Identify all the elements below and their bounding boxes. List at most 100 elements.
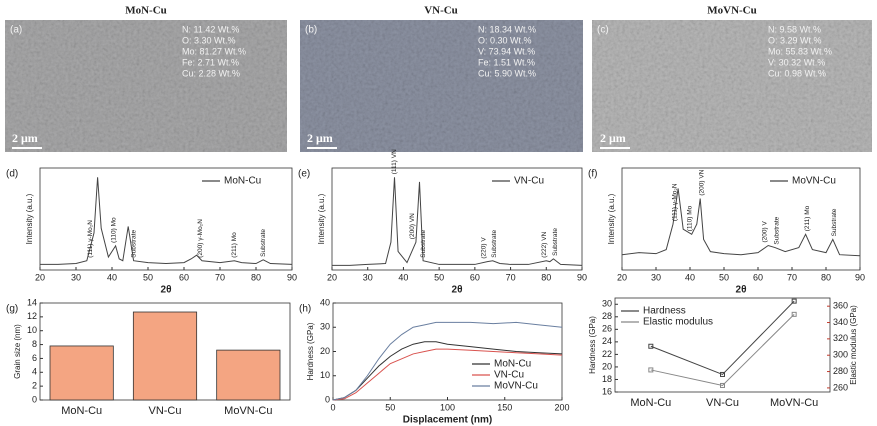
sem-a: MoN-Cu (a) N: 11.42 Wt.% O: 3.30 Wt.% Mo… xyxy=(5,5,287,152)
x-tick-label: 60 xyxy=(753,272,763,282)
y-tick-label: 18 xyxy=(602,374,612,384)
series-line xyxy=(622,188,860,255)
peak-label: (200) VN xyxy=(699,169,706,195)
sem-image xyxy=(592,20,872,152)
y2-tick-label: 320 xyxy=(833,333,848,343)
composition: O: 3.29 Wt.% xyxy=(768,35,822,45)
panel-label: (c) xyxy=(597,25,609,36)
peak-label: (211) Mo xyxy=(231,232,238,258)
peak-label: (110) Mo xyxy=(687,205,694,231)
x-tick-label: MoN-Cu xyxy=(61,405,102,417)
x-tick-label: 90 xyxy=(855,272,865,282)
x-tick-label: 80 xyxy=(251,272,261,282)
panel-label: (b) xyxy=(305,25,317,36)
composition: N: 9.58 Wt.% xyxy=(768,24,821,34)
peak-label: (111) VN xyxy=(391,149,398,174)
x-tick-label: MoN-Cu xyxy=(630,397,671,409)
legend-label: Hardness xyxy=(643,306,686,317)
legend-label: VN-Cu xyxy=(514,176,544,187)
peak-label: (200) V xyxy=(762,221,769,243)
sem-title: VN-Cu xyxy=(424,5,458,17)
x-tick-label: 0 xyxy=(330,402,335,412)
y-axis-label: Intensity (a.u.) xyxy=(317,193,326,244)
y-axis-label: Grain size (nm) xyxy=(13,324,22,379)
composition: V: 30.32 Wt.% xyxy=(768,57,825,67)
peak-label: (220) V xyxy=(481,237,488,259)
y-tick-label: 12 xyxy=(27,311,37,321)
y2-tick-label: 280 xyxy=(833,366,848,376)
x-tick-label: 30 xyxy=(363,272,373,282)
y-tick-label: 28 xyxy=(602,311,612,321)
y-axis-label: Hardness (GPa) xyxy=(306,322,315,380)
y-tick-label: 26 xyxy=(602,324,612,334)
x-axis-label: 2θ xyxy=(161,285,172,296)
x-tick-label: VN-Cu xyxy=(148,405,181,417)
x-tick-label: 20 xyxy=(35,272,45,282)
series-line xyxy=(333,349,562,400)
sem-b: VN-Cu (b) N: 18.34 Wt.% O: 0.30 Wt.% V: … xyxy=(300,5,583,152)
x-tick-label: 40 xyxy=(107,272,117,282)
x-tick-label: MoVN-Cu xyxy=(770,397,818,409)
x-tick-label: 80 xyxy=(541,272,551,282)
y-tick-label: 20 xyxy=(602,361,612,371)
composition: Fe: 2.71 Wt.% xyxy=(182,57,239,67)
x-tick-label: 30 xyxy=(71,272,81,282)
bar xyxy=(50,346,113,400)
y-axis-label: Intensity (a.u.) xyxy=(607,193,616,244)
y-tick-label: 4 xyxy=(32,367,37,377)
sem-image xyxy=(300,20,583,152)
bar xyxy=(133,312,196,400)
x-tick-label: 30 xyxy=(651,272,661,282)
x-tick-label: 50 xyxy=(434,272,444,282)
peak-label: Substrate xyxy=(130,230,137,258)
panel-label: (g) xyxy=(6,304,18,315)
legend-label: MoN-Cu xyxy=(224,176,261,187)
x-tick-label: 70 xyxy=(787,272,797,282)
panel-label: (e) xyxy=(298,169,310,180)
x-tick-label: 50 xyxy=(719,272,729,282)
x-tick-label: MoVN-Cu xyxy=(224,405,272,417)
y2-tick-label: 300 xyxy=(833,350,848,360)
x-tick-label: 90 xyxy=(287,272,297,282)
y-tick-label: 8 xyxy=(32,339,37,349)
figure: MoN-Cu (a) N: 11.42 Wt.% O: 3.30 Wt.% Mo… xyxy=(0,0,877,426)
panel-label: (f) xyxy=(588,169,597,180)
y-tick-label: 10 xyxy=(27,325,37,335)
composition: Mo: 81.27 Wt.% xyxy=(182,46,246,56)
composition: Cu: 5.90 Wt.% xyxy=(478,68,536,78)
sem-title: MoVN-Cu xyxy=(707,5,757,17)
panel-label: (d) xyxy=(6,169,18,180)
sem-title: MoN-Cu xyxy=(125,5,167,17)
legend-label: VN-Cu xyxy=(494,370,524,381)
composition: Mo: 55.83 Wt.% xyxy=(768,46,832,56)
y2-tick-label: 340 xyxy=(833,317,848,327)
x-tick-label: 40 xyxy=(685,272,695,282)
y-tick-label: 16 xyxy=(602,386,612,396)
sem-c: MoVN-Cu (c) N: 9.58 Wt.% O: 3.29 Wt.% Mo… xyxy=(592,5,872,152)
peak-label: (111) γ-Mo₂N xyxy=(87,220,94,258)
y-tick-label: 0 xyxy=(325,394,330,404)
x-axis-label: 2θ xyxy=(452,285,463,296)
x-tick-label: 20 xyxy=(617,272,627,282)
y-tick-label: 14 xyxy=(27,297,37,307)
y-tick-label: 24 xyxy=(602,336,612,346)
peak-label: (211) Mo xyxy=(804,205,811,231)
y-tick-label: 6 xyxy=(32,353,37,363)
x-tick-label: 50 xyxy=(143,272,153,282)
y-tick-label: 20 xyxy=(320,346,330,356)
legend-label: MoVN-Cu xyxy=(792,176,836,187)
y-tick-label: 10 xyxy=(320,370,330,380)
legend-label: MoN-Cu xyxy=(494,359,531,370)
peak-label: Substrate xyxy=(773,216,780,244)
x-tick-label: 80 xyxy=(821,272,831,282)
y-tick-label: 2 xyxy=(32,381,37,391)
peak-label: (200) γ-Mo₂N xyxy=(197,219,204,258)
x-tick-label: 50 xyxy=(385,402,395,412)
composition: N: 18.34 Wt.% xyxy=(478,24,536,34)
y2-axis-label: Elastic modulus (GPa) xyxy=(849,305,858,385)
x-tick-label: 40 xyxy=(398,272,408,282)
y-axis-label: Intensity (a.u.) xyxy=(25,193,34,244)
peak-label: Substrate xyxy=(552,228,559,256)
scale-label: 2 μm xyxy=(307,131,333,145)
x-tick-label: 60 xyxy=(470,272,480,282)
